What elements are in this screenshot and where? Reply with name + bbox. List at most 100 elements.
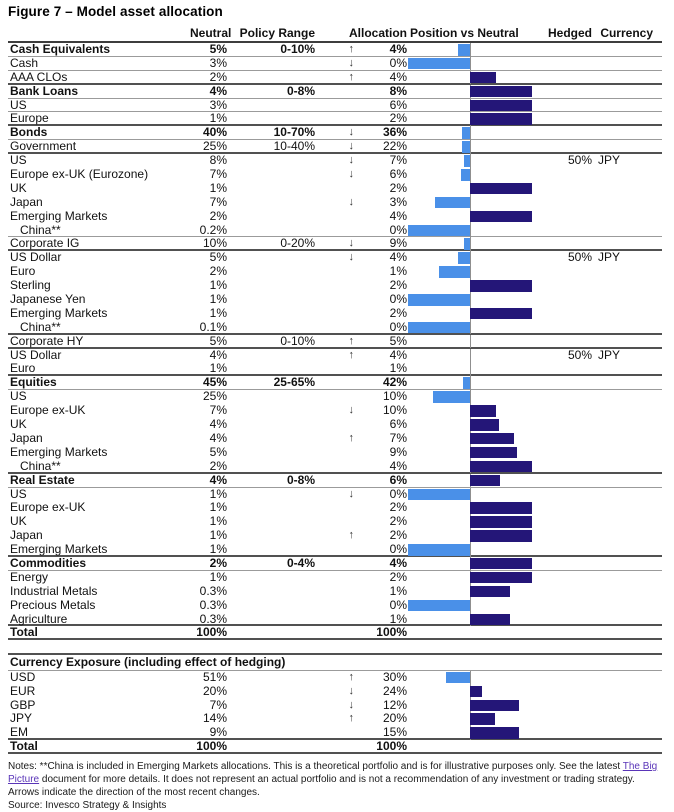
cell-hedged xyxy=(546,279,592,293)
cell-trend-arrow xyxy=(315,293,358,307)
cell-trend-arrow: ↓ xyxy=(348,126,355,139)
cell-policy-range xyxy=(227,279,315,293)
cell-label: Government xyxy=(10,140,77,154)
cell-trend-arrow: ↓ xyxy=(348,140,355,153)
cell-hedged xyxy=(546,599,592,613)
position-vs-neutral-cell xyxy=(407,84,546,99)
cell-currency xyxy=(592,418,662,432)
cell-label: Japan xyxy=(10,431,43,445)
cell-hedged xyxy=(546,224,592,238)
cell-trend-arrow xyxy=(315,571,358,585)
position-vs-neutral-cell xyxy=(407,209,546,224)
cell-policy-range: 0-20% xyxy=(280,236,315,251)
row-euro: Euro 2% 1% xyxy=(8,265,662,280)
position-vs-neutral-cell xyxy=(407,56,546,71)
cell-allocation: 2% xyxy=(389,180,407,195)
position-vs-neutral-cell xyxy=(407,712,546,727)
position-vs-neutral-cell xyxy=(407,556,546,571)
cell-label: EM xyxy=(10,726,28,740)
cell-trend-arrow xyxy=(315,557,358,571)
cell-hedged xyxy=(546,321,592,335)
cell-policy-range xyxy=(227,529,315,543)
neutral-axis-line xyxy=(470,237,471,252)
overweight-bar xyxy=(470,516,532,528)
cell-currency xyxy=(592,529,662,543)
row-emerging-markets: Emerging Markets 1% 2% xyxy=(8,306,662,321)
cell-currency xyxy=(592,740,662,754)
cell-label: Sterling xyxy=(10,279,51,293)
position-vs-neutral-cell xyxy=(407,598,546,613)
cell-currency xyxy=(592,699,662,713)
cell-label: UK xyxy=(10,515,27,529)
cell-policy-range xyxy=(227,251,315,265)
cell-allocation: 9% xyxy=(389,236,407,251)
overweight-bar xyxy=(470,699,519,712)
cell-label: Bonds xyxy=(10,126,48,140)
row-total: Total 100% 100% xyxy=(8,626,662,641)
cell-neutral: 5% xyxy=(209,250,227,265)
position-vs-neutral-cell xyxy=(407,237,546,252)
neutral-axis-line xyxy=(470,168,471,182)
neutral-axis-line xyxy=(470,43,471,57)
column-header-allocation: Allocation xyxy=(348,26,407,40)
cell-allocation: 4% xyxy=(389,208,407,223)
cell-hedged xyxy=(546,432,592,446)
cell-trend-arrow xyxy=(315,85,358,99)
overweight-bar xyxy=(470,460,532,473)
cell-policy-range xyxy=(227,182,315,196)
cell-currency xyxy=(592,543,662,557)
cell-policy-range: 0-10% xyxy=(280,42,315,56)
overweight-bar xyxy=(470,182,532,195)
cell-trend-arrow xyxy=(315,501,358,515)
row-uk: UK 1% 2% xyxy=(8,180,662,196)
cell-trend-arrow xyxy=(315,224,358,238)
cell-label: Energy xyxy=(10,570,49,584)
position-vs-neutral-cell xyxy=(407,98,546,113)
position-vs-neutral-cell xyxy=(407,473,546,488)
cell-label: Emerging Markets xyxy=(10,209,108,223)
cell-hedged xyxy=(546,335,592,349)
cell-trend-arrow: ↑ xyxy=(348,70,355,83)
cell-neutral: 8% xyxy=(209,153,227,168)
row-precious-metals: Precious Metals 0.3% 0% xyxy=(8,598,662,613)
cell-allocation: 4% xyxy=(389,458,407,473)
cell-hedged xyxy=(546,362,592,376)
cell-label: Agriculture xyxy=(10,612,68,626)
currency-exposure-table: Currency Exposure (including effect of h… xyxy=(8,653,662,755)
cell-currency xyxy=(592,279,662,293)
row-equities: Equities 45% 25-65% 42% xyxy=(8,376,662,391)
big-picture-link[interactable]: The Big Picture xyxy=(8,761,658,786)
cell-neutral: 4% xyxy=(209,430,227,445)
cell-trend-arrow xyxy=(315,599,358,613)
column-header-neutral: Neutral xyxy=(190,26,232,40)
cell-currency xyxy=(592,585,662,599)
cell-neutral: 4% xyxy=(209,417,227,432)
cell-policy-range xyxy=(227,613,315,627)
cell-currency xyxy=(592,293,662,307)
cell-neutral: 7% xyxy=(209,194,227,209)
cell-currency xyxy=(592,126,662,140)
cell-allocation: 0% xyxy=(389,292,407,307)
cell-label: US xyxy=(10,487,27,501)
cell-policy-range xyxy=(227,626,315,640)
figure-title: Figure 7 – Model asset allocation xyxy=(8,4,223,19)
cell-policy-range xyxy=(227,99,315,113)
row-energy: Energy 1% 2% xyxy=(8,570,662,585)
cell-policy-range xyxy=(227,585,315,599)
cell-hedged: 50% xyxy=(567,347,592,362)
position-vs-neutral-cell xyxy=(407,570,546,585)
cell-neutral: 7% xyxy=(209,697,227,712)
notes-text-after-link: document for more details. It does not r… xyxy=(8,774,635,799)
position-vs-neutral-cell xyxy=(407,348,546,363)
position-vs-neutral-cell xyxy=(407,418,546,432)
cell-currency xyxy=(592,57,662,71)
cell-label: Real Estate xyxy=(10,473,75,487)
cell-neutral: 5% xyxy=(209,444,227,459)
column-header-position-vs-neutral: Position vs Neutral xyxy=(410,26,519,40)
cell-currency: JPY xyxy=(598,153,621,168)
cell-label: Europe ex-UK xyxy=(10,404,86,418)
cell-label: Corporate HY xyxy=(10,334,84,348)
row-eur: EUR 20% ↓ 24% xyxy=(8,684,662,699)
row-us: US 8% ↓ 7% 50% JPY xyxy=(8,153,662,169)
cell-trend-arrow xyxy=(315,585,358,599)
